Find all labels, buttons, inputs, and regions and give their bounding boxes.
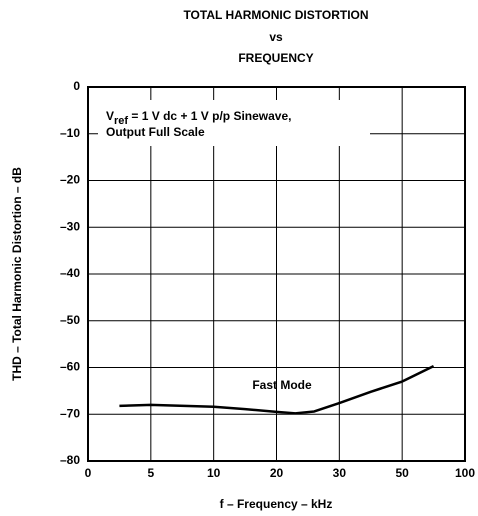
y-tick-label: –30: [60, 219, 80, 233]
x-tick-label: 5: [147, 466, 154, 480]
y-tick-label: –80: [60, 453, 80, 467]
annotation-symbol: V: [106, 109, 114, 123]
line: [119, 364, 435, 415]
chart-title: TOTAL HARMONIC DISTORTION: [183, 8, 368, 22]
grid: [87, 86, 466, 462]
y-tick-label: –40: [60, 266, 80, 280]
annotation: Output Full Scale: [106, 125, 205, 139]
annotation-subscript: ref: [114, 115, 128, 127]
plot-border: [87, 86, 466, 462]
x-axis-label: f – Frequency – kHz: [220, 497, 333, 511]
x-tick-label: 50: [395, 466, 409, 480]
y-axis-label: THD – Total Harmonic Distortion – dB: [10, 167, 24, 381]
chart-title: vs: [269, 30, 283, 44]
y-tick-label: –20: [60, 173, 80, 187]
y-tick-label: –50: [60, 313, 80, 327]
x-tick-label: 10: [207, 466, 221, 480]
y-tick-label: –70: [60, 406, 80, 420]
x-tick-label: 100: [455, 466, 475, 480]
annotation-text: = 1 V dc + 1 V p/p Sinewave,: [128, 109, 291, 123]
annotation-box: [98, 100, 370, 146]
x-tick-label: 0: [85, 466, 92, 480]
x-tick-label: 30: [333, 466, 347, 480]
y-tick-label: –10: [60, 126, 80, 140]
x-tick-label: 20: [270, 466, 284, 480]
y-tick-label: –60: [60, 360, 80, 374]
y-tick-label: 0: [73, 79, 80, 93]
series-label: Fast Mode: [252, 378, 312, 392]
annotation: Vref = 1 V dc + 1 V p/p Sinewave,: [106, 109, 291, 127]
chart-title: FREQUENCY: [238, 51, 313, 65]
